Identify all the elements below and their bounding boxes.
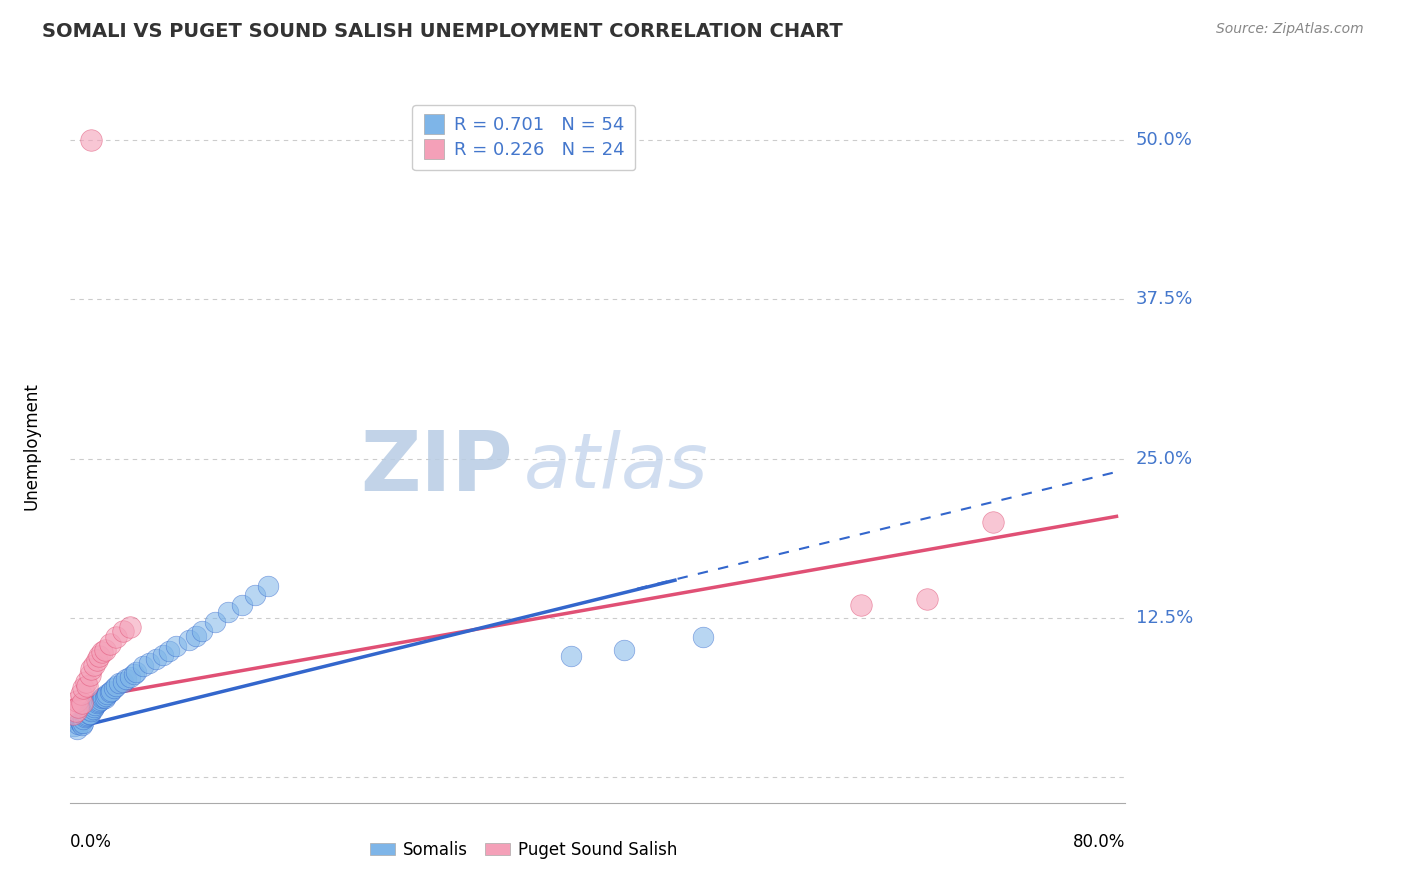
Text: atlas: atlas <box>524 431 709 504</box>
Point <box>76 679 98 693</box>
Point <box>79 668 101 682</box>
Point <box>105 679 128 693</box>
Text: 80.0%: 80.0% <box>1073 833 1125 851</box>
Point <box>80 662 103 676</box>
Point <box>83 658 105 673</box>
Point <box>981 516 1004 530</box>
Text: Unemployment: Unemployment <box>22 382 41 510</box>
Point <box>63 719 86 733</box>
Point <box>204 615 226 629</box>
Point <box>77 706 100 721</box>
Point <box>157 644 180 658</box>
Point <box>86 653 108 667</box>
Text: Source: ZipAtlas.com: Source: ZipAtlas.com <box>1216 22 1364 37</box>
Point <box>65 704 87 718</box>
Point <box>80 704 103 718</box>
Point <box>73 710 96 724</box>
Point <box>86 697 108 711</box>
Point <box>93 643 115 657</box>
Point <box>91 690 114 704</box>
Point <box>114 672 136 686</box>
Point <box>112 624 135 638</box>
Point <box>89 694 111 708</box>
Point <box>75 709 97 723</box>
Point <box>90 691 114 706</box>
Point <box>692 630 714 644</box>
Point <box>82 701 104 715</box>
Point <box>72 681 94 695</box>
Point <box>90 692 112 706</box>
Point <box>118 670 141 684</box>
Point <box>118 620 141 634</box>
Point <box>94 689 117 703</box>
Point <box>96 688 118 702</box>
Point <box>70 718 93 732</box>
Point <box>112 674 135 689</box>
Point <box>72 715 94 730</box>
Point <box>72 712 94 726</box>
Point <box>560 649 582 664</box>
Point <box>184 629 207 643</box>
Point <box>177 632 200 647</box>
Point <box>80 133 103 147</box>
Point <box>67 716 90 731</box>
Point <box>67 700 90 714</box>
Point <box>243 588 266 602</box>
Text: 0.0%: 0.0% <box>70 833 112 851</box>
Legend: Somalis, Puget Sound Salish: Somalis, Puget Sound Salish <box>363 835 685 866</box>
Point <box>165 639 187 653</box>
Point <box>100 683 122 698</box>
Point <box>915 591 938 606</box>
Point <box>108 676 131 690</box>
Text: 12.5%: 12.5% <box>1136 609 1194 627</box>
Text: 25.0%: 25.0% <box>1136 450 1194 467</box>
Point <box>122 667 145 681</box>
Point <box>191 624 214 638</box>
Text: ZIP: ZIP <box>361 427 513 508</box>
Point <box>87 695 110 709</box>
Point <box>217 605 239 619</box>
Point <box>70 697 93 711</box>
Point <box>93 691 115 706</box>
Point <box>76 707 98 722</box>
Point <box>105 630 128 644</box>
Point <box>69 714 91 729</box>
Point <box>152 648 174 662</box>
Point <box>145 652 167 666</box>
Point <box>90 645 114 659</box>
Point <box>66 694 89 708</box>
Point <box>83 700 105 714</box>
Point <box>70 688 93 702</box>
Point <box>66 722 89 736</box>
Point <box>849 599 872 613</box>
Text: SOMALI VS PUGET SOUND SALISH UNEMPLOYMENT CORRELATION CHART: SOMALI VS PUGET SOUND SALISH UNEMPLOYMEN… <box>42 22 844 41</box>
Text: 50.0%: 50.0% <box>1136 131 1192 149</box>
Point <box>103 681 125 695</box>
Point <box>75 674 97 689</box>
Point <box>98 685 121 699</box>
Point <box>62 706 84 721</box>
Point <box>257 579 280 593</box>
Point <box>132 659 155 673</box>
Point <box>79 703 101 717</box>
Point <box>231 599 253 613</box>
Point <box>138 656 160 670</box>
Point <box>613 643 636 657</box>
Point <box>84 698 107 712</box>
Point <box>98 636 121 650</box>
Point <box>79 706 101 721</box>
Point <box>125 665 148 679</box>
Point <box>89 649 111 664</box>
Point <box>70 715 93 730</box>
Text: 37.5%: 37.5% <box>1136 291 1194 309</box>
